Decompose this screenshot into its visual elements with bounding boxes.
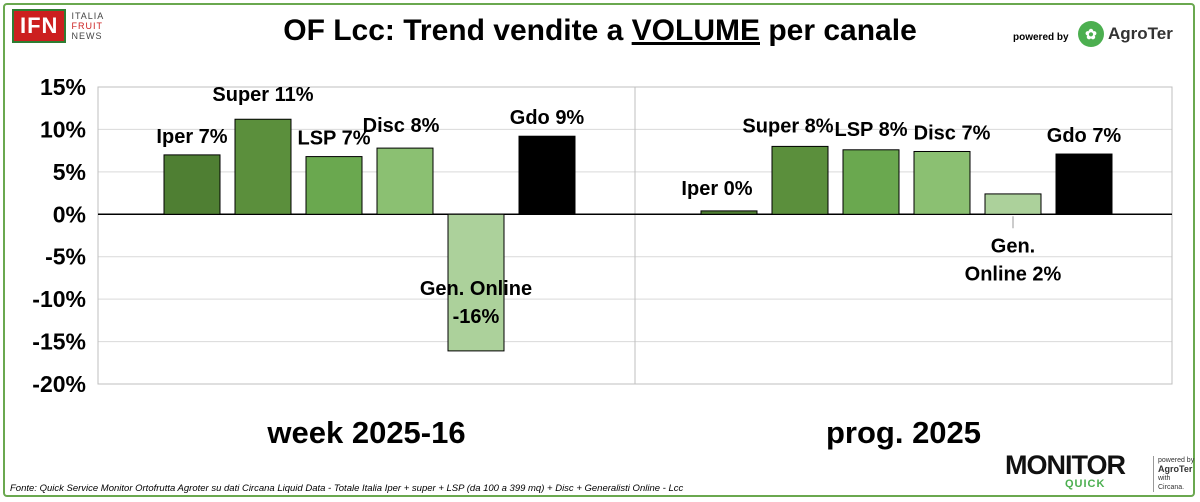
bar bbox=[376, 147, 434, 215]
data-label: Gdo 7% bbox=[1047, 125, 1122, 147]
panel-label: prog. 2025 bbox=[826, 415, 981, 450]
y-tick-label: 10% bbox=[40, 116, 86, 142]
data-label: Iper 7% bbox=[156, 126, 227, 148]
agroter-logo-text: AgroTer bbox=[1108, 24, 1173, 43]
data-label: LSP 8% bbox=[835, 119, 908, 141]
monitor-logo-text: MONITOR bbox=[1005, 450, 1126, 480]
bar bbox=[771, 145, 829, 215]
panel-label: week 2025-16 bbox=[266, 415, 465, 450]
monitor-side-credits: powered by AgroTer with Circana. bbox=[1153, 456, 1194, 492]
bar bbox=[447, 213, 505, 352]
bar bbox=[518, 135, 576, 215]
bar bbox=[842, 149, 900, 215]
monitor-quick-logo: MONITOR QUICK bbox=[1005, 450, 1126, 490]
data-label: LSP 7% bbox=[298, 128, 371, 150]
data-label: Disc 7% bbox=[914, 122, 991, 144]
ifn-logo-line-3: NEWS bbox=[71, 31, 103, 41]
chart-title: OF Lcc: Trend vendite a VOLUME per canal… bbox=[0, 14, 1200, 48]
y-tick-label: -15% bbox=[32, 329, 86, 355]
title-part-1: OF Lcc: Trend vendite a bbox=[283, 14, 632, 47]
bar bbox=[984, 193, 1042, 215]
data-label: Disc 8% bbox=[363, 115, 440, 137]
side-with: with bbox=[1158, 475, 1171, 482]
agroter-logo: ✿ AgroTer bbox=[1078, 21, 1173, 47]
title-emphasis: VOLUME bbox=[631, 14, 760, 47]
data-label: Super 11% bbox=[212, 84, 313, 106]
title-part-2: per canale bbox=[760, 14, 917, 47]
bar bbox=[305, 156, 363, 215]
ifn-logo-mark: IFN bbox=[12, 9, 67, 43]
powered-by-label: powered by bbox=[1013, 32, 1069, 43]
source-note: Fonte: Quick Service Monitor Ortofrutta … bbox=[10, 483, 684, 494]
chart-frame bbox=[3, 3, 1195, 497]
ifn-logo-text: ITALIA FRUIT NEWS bbox=[71, 11, 104, 41]
data-label: Online 2% bbox=[965, 263, 1062, 285]
ifn-logo: IFN ITALIA FRUIT NEWS bbox=[12, 9, 104, 43]
y-tick-label: 5% bbox=[53, 159, 86, 185]
y-tick-label: -10% bbox=[32, 286, 86, 312]
side-agroter: AgroTer bbox=[1158, 464, 1193, 474]
data-label: Super 8% bbox=[742, 115, 833, 137]
bar bbox=[234, 118, 292, 215]
data-label: Gdo 9% bbox=[510, 107, 585, 129]
bar bbox=[913, 150, 971, 215]
side-circana: Circana. bbox=[1158, 484, 1185, 491]
bar bbox=[163, 154, 221, 215]
data-label: Iper 0% bbox=[681, 178, 752, 200]
tree-icon: ✿ bbox=[1078, 21, 1104, 47]
y-tick-label: -5% bbox=[45, 244, 86, 270]
bar bbox=[700, 210, 758, 215]
ifn-logo-line-1: ITALIA bbox=[71, 11, 105, 21]
data-label: Gen. Online bbox=[420, 278, 532, 300]
side-powered-by: powered by bbox=[1158, 457, 1195, 464]
y-tick-label: -20% bbox=[32, 371, 86, 397]
data-label: -16% bbox=[453, 306, 500, 328]
bar bbox=[1055, 153, 1113, 215]
y-tick-label: 15% bbox=[40, 74, 86, 100]
quick-logo-text: QUICK bbox=[1065, 478, 1106, 490]
ifn-logo-line-2: FRUIT bbox=[71, 21, 103, 31]
y-tick-label: 0% bbox=[53, 201, 86, 227]
data-label: Gen. bbox=[991, 235, 1035, 257]
